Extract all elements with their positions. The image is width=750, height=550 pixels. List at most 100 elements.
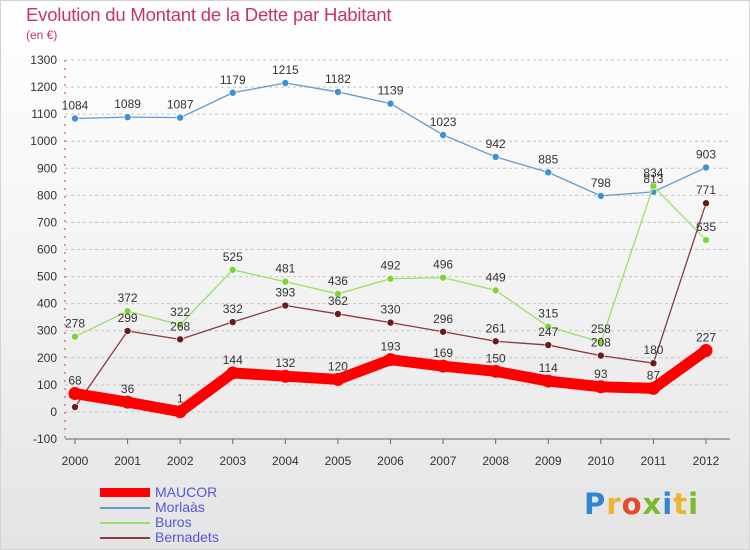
logo-letter: o: [621, 487, 643, 521]
x-tick-label: 2006: [377, 454, 404, 468]
data-label: 885: [538, 152, 558, 166]
data-point: [594, 380, 608, 394]
data-point: [436, 359, 450, 373]
data-label: 261: [486, 321, 506, 335]
data-point: [281, 277, 290, 286]
data-point: [121, 395, 135, 409]
data-point: [491, 337, 500, 346]
data-label: 299: [118, 311, 138, 325]
data-label: 362: [328, 294, 348, 308]
data-label: 247: [538, 325, 558, 339]
data-label: 120: [328, 359, 348, 373]
data-point: [281, 301, 290, 310]
data-label: 1: [177, 392, 184, 406]
data-point: [228, 88, 237, 97]
data-label: 93: [594, 367, 608, 381]
data-point: [491, 286, 500, 295]
logo-letter: t: [673, 487, 689, 521]
data-point: [228, 318, 237, 326]
data-point: [439, 327, 447, 336]
series-maucor: 68 36 1 144 132 120 193 169 150 114 93 87 227: [68, 330, 716, 419]
data-label: 372: [118, 291, 138, 305]
x-tick-label: 2010: [587, 454, 614, 468]
x-tick-label: 2007: [430, 454, 457, 468]
data-point: [649, 182, 658, 190]
data-label: 813: [643, 172, 663, 186]
data-label: 227: [696, 330, 716, 344]
data-point: [699, 343, 713, 357]
data-label: 193: [380, 340, 400, 354]
data-point: [597, 351, 605, 360]
data-point: [71, 403, 79, 411]
data-point: [173, 405, 187, 419]
data-label: 1179: [220, 73, 246, 87]
data-point: [228, 266, 237, 274]
data-label: 942: [486, 137, 506, 151]
y-tick-label: 1300: [30, 53, 57, 67]
data-point: [334, 310, 342, 318]
data-label: 169: [433, 346, 453, 360]
data-label: 436: [328, 274, 348, 288]
data-label: 1084: [62, 98, 89, 112]
data-point: [176, 113, 184, 122]
logo-letter: P: [584, 487, 607, 521]
data-point: [702, 236, 710, 244]
data-label: 1087: [167, 98, 194, 112]
data-label: 315: [538, 307, 558, 321]
x-tick-label: 2001: [114, 454, 141, 468]
data-point: [439, 131, 447, 139]
x-tick-label: 2003: [219, 454, 246, 468]
data-label: 496: [433, 258, 453, 272]
data-label: 258: [591, 322, 611, 336]
proxiti-logo: Proxiti: [584, 487, 699, 521]
data-point: [646, 381, 660, 395]
y-tick-label: 900: [37, 161, 57, 175]
y-tick-label: 600: [37, 243, 57, 257]
data-label: 268: [170, 319, 190, 333]
data-label: 180: [643, 343, 663, 357]
data-point: [491, 153, 500, 161]
data-label: 635: [696, 220, 716, 234]
data-point: [541, 374, 555, 388]
y-tick-label: -100: [33, 432, 57, 446]
data-point: [649, 359, 658, 368]
data-point: [176, 320, 184, 329]
legend-swatch: [100, 488, 150, 497]
data-label: 144: [223, 353, 243, 367]
y-tick-label: 1200: [30, 80, 57, 94]
data-label: 36: [121, 382, 135, 396]
data-label: 393: [275, 286, 295, 300]
y-tick-label: 1100: [31, 107, 57, 121]
legend-swatch: [100, 537, 150, 539]
legend-label: MAUCOR: [155, 484, 218, 500]
data-label: 1139: [378, 84, 404, 98]
y-tick-label: 500: [37, 270, 57, 284]
data-point: [544, 322, 553, 331]
chart-unit: (en €): [26, 28, 58, 42]
data-label: 132: [275, 356, 295, 370]
legend-swatch: [100, 507, 150, 509]
data-point: [386, 99, 395, 108]
data-point: [386, 274, 395, 283]
data-label: 114: [539, 361, 558, 375]
legend-swatch: [100, 522, 150, 524]
data-label: 492: [380, 259, 400, 273]
data-point: [702, 163, 710, 172]
data-point: [71, 332, 79, 341]
data-label: 771: [696, 183, 716, 197]
data-point: [597, 338, 605, 346]
data-point: [439, 273, 447, 282]
data-point: [281, 79, 290, 87]
x-tick-label: 2005: [325, 454, 352, 468]
series-buros: 278 372 322 525 481 436 492 496 449 315 258 834 635: [65, 166, 716, 346]
y-tick-label: 200: [37, 351, 57, 365]
data-point: [68, 387, 82, 401]
data-label: 332: [223, 302, 243, 316]
data-point: [597, 192, 605, 200]
data-point: [176, 335, 184, 344]
y-tick-label: 100: [37, 378, 57, 392]
legend-label: Morlaàs: [155, 499, 205, 515]
y-tick-label: 800: [37, 188, 57, 202]
data-label: 87: [647, 368, 661, 382]
data-point: [384, 353, 397, 367]
